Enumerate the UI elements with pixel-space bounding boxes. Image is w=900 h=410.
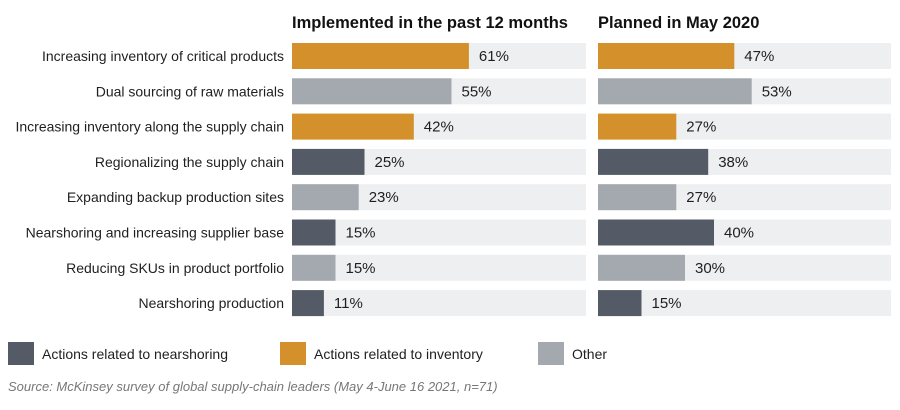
panel-title-2: Planned in May 2020: [598, 14, 759, 32]
bar: [292, 148, 365, 175]
legend-label-other: Other: [572, 345, 608, 362]
source-note: Source: McKinsey survey of global supply…: [8, 379, 498, 394]
data-label: 61%: [479, 48, 509, 65]
data-label: 15%: [652, 295, 682, 312]
category-label: Nearshoring production: [138, 295, 284, 311]
bar: [292, 184, 359, 211]
bar: [598, 78, 752, 105]
category-label: Increasing inventory along the supply ch…: [15, 119, 284, 135]
bar-track: [598, 290, 891, 317]
bar-track: [292, 219, 586, 246]
data-label: 15%: [346, 260, 376, 277]
data-label: 38%: [718, 154, 748, 171]
legend-swatch-inventory: [280, 342, 306, 365]
category-label: Expanding backup production sites: [67, 189, 284, 205]
data-label: 27%: [686, 189, 716, 206]
legend-label-nearshoring: Actions related to nearshoring: [42, 345, 228, 362]
legend-swatch-nearshoring: [8, 342, 34, 365]
data-label: 27%: [686, 119, 716, 136]
data-label: 30%: [695, 260, 725, 277]
bar: [598, 113, 677, 140]
legend: Actions related to nearshoring Actions r…: [8, 342, 888, 368]
bar-track: [292, 290, 586, 317]
bar: [292, 290, 324, 317]
data-label: 11%: [334, 295, 363, 312]
data-label: 25%: [375, 154, 405, 171]
legend-swatch-other: [538, 342, 564, 365]
category-label: Regionalizing the supply chain: [95, 154, 284, 170]
bar: [598, 254, 685, 281]
bar: [598, 43, 735, 69]
bar: [598, 184, 677, 211]
legend-item-inventory: Actions related to inventory: [280, 342, 483, 365]
data-label: 40%: [724, 225, 754, 242]
bar: [292, 78, 452, 105]
data-label: 47%: [744, 48, 774, 65]
category-label: Nearshoring and increasing supplier base: [26, 225, 285, 241]
data-label: 23%: [369, 189, 399, 206]
category-label: Increasing inventory of critical product…: [42, 48, 284, 64]
bar: [598, 290, 642, 317]
bar: [292, 43, 469, 69]
bar-track: [292, 254, 586, 281]
data-label: 53%: [762, 83, 792, 100]
data-label: 55%: [462, 83, 492, 100]
category-label: Dual sourcing of raw materials: [96, 83, 284, 99]
legend-label-inventory: Actions related to inventory: [314, 345, 483, 362]
data-label: 15%: [346, 225, 376, 242]
legend-item-other: Other: [538, 342, 607, 365]
legend-item-nearshoring: Actions related to nearshoring: [8, 342, 228, 365]
bar: [292, 219, 336, 246]
bar: [292, 113, 414, 140]
bar-chart: Implemented in the past 12 months 61% 55% 4…: [15, 14, 891, 317]
data-label: 42%: [424, 119, 454, 136]
bar: [292, 254, 336, 281]
bar: [598, 148, 709, 175]
category-label: Reducing SKUs in product portfolio: [66, 260, 284, 276]
bar: [598, 219, 714, 246]
panel-title-1: Implemented in the past 12 months: [292, 14, 568, 32]
